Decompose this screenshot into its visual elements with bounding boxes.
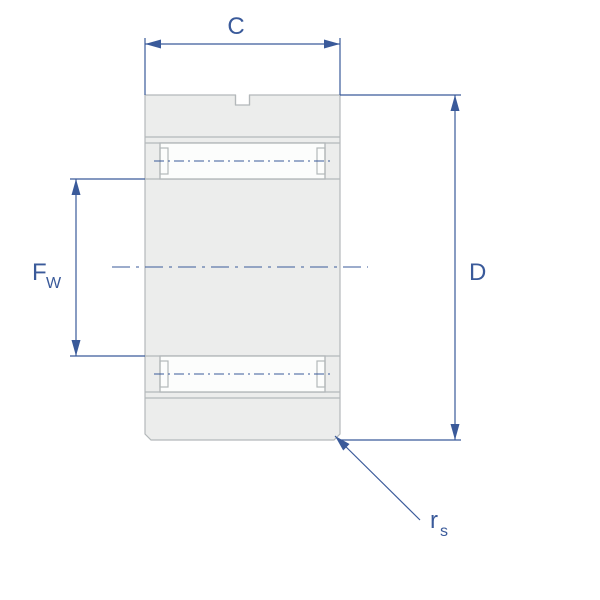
dim-label-rs: r [430, 507, 438, 534]
bearing-diagram: C D FWrs [0, 0, 600, 600]
dim-label-rs-sub: s [440, 523, 448, 540]
dim-label-d: D [469, 259, 486, 286]
dim-label-fw: F [32, 259, 47, 286]
dim-label-c: C [227, 13, 244, 40]
dim-label-fw-sub: W [46, 275, 62, 292]
